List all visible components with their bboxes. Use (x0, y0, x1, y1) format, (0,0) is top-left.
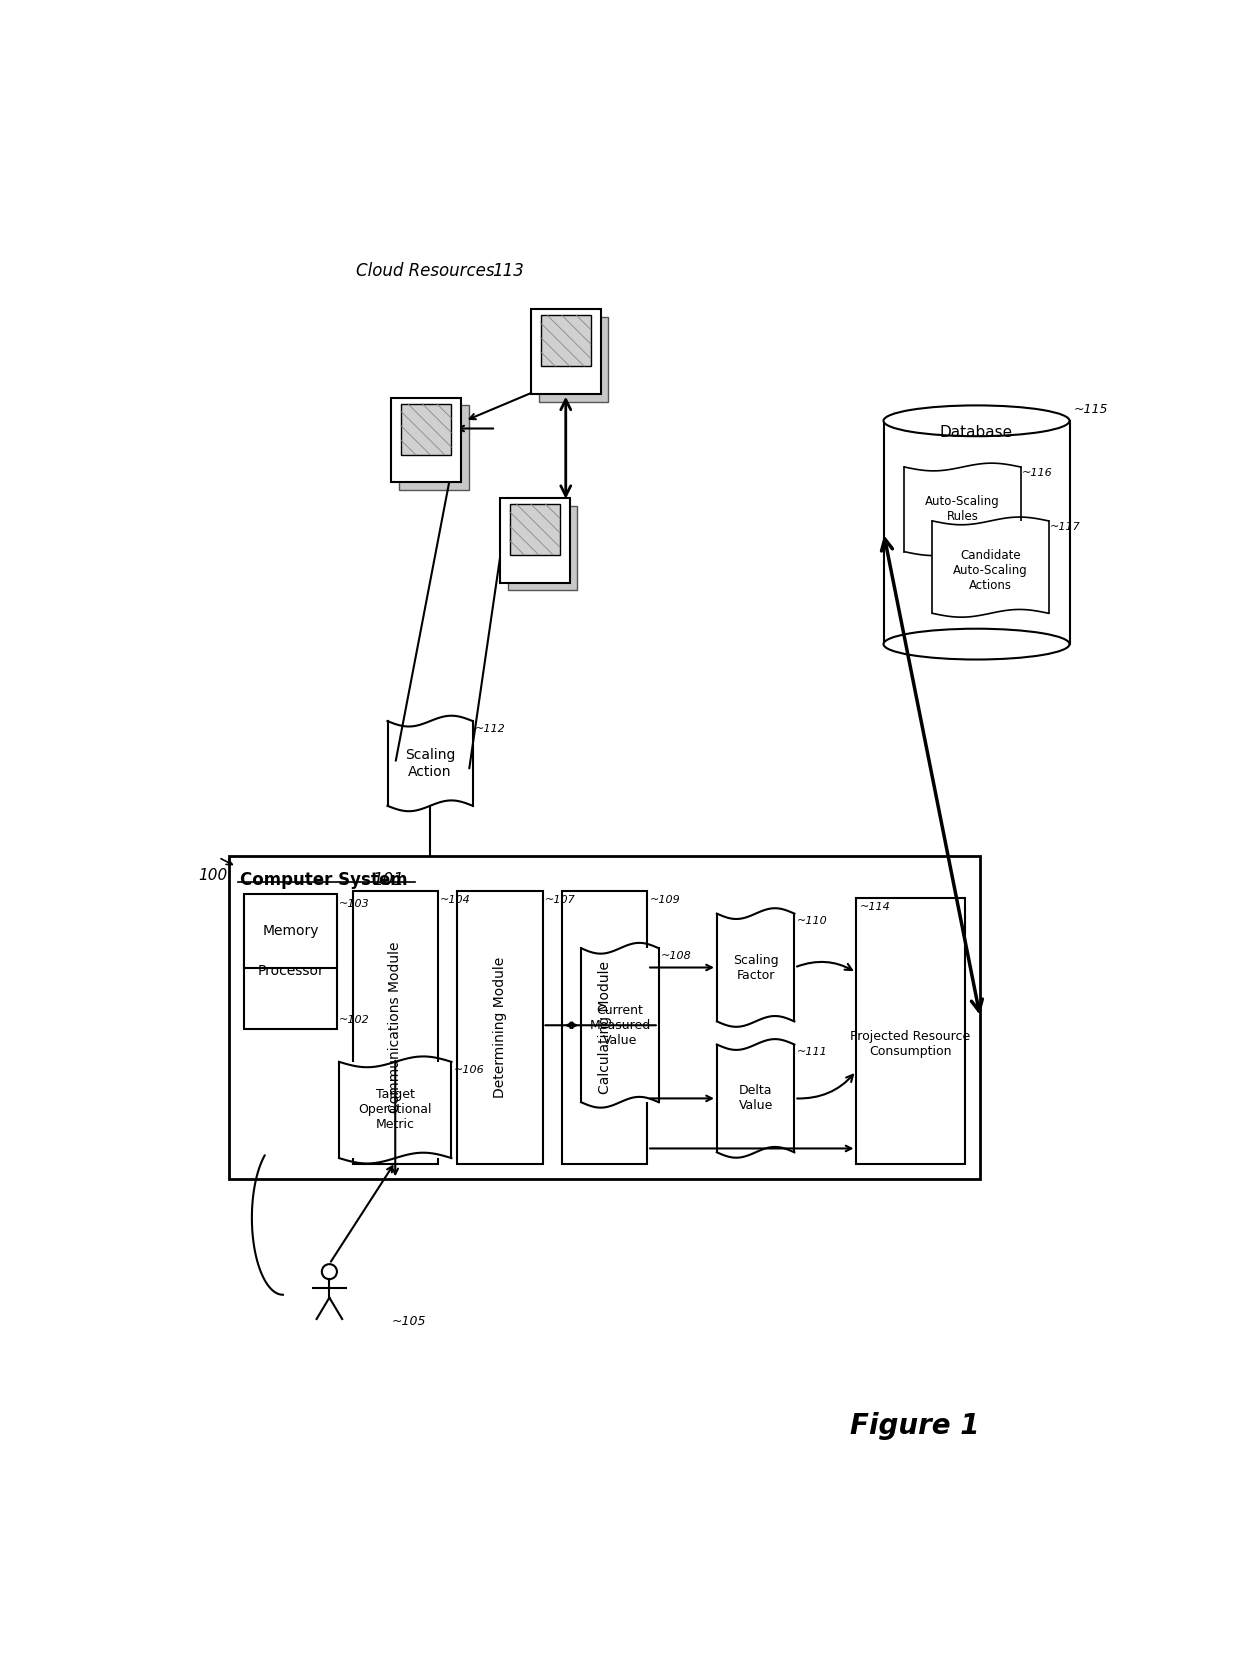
Bar (932, 520, 1049, 614)
Text: Auto-Scaling
Rules: Auto-Scaling Rules (925, 495, 999, 524)
Text: Scaling
Factor: Scaling Factor (733, 953, 779, 982)
Circle shape (322, 1264, 337, 1279)
Ellipse shape (883, 629, 1069, 659)
Text: ~109: ~109 (650, 894, 681, 904)
Bar (531, 309, 600, 394)
Text: ~104: ~104 (440, 894, 471, 904)
Ellipse shape (883, 406, 1069, 436)
Text: ~103: ~103 (339, 899, 370, 908)
Bar (883, 421, 1069, 644)
Text: Delta
Value: Delta Value (739, 1084, 773, 1113)
Text: ~115: ~115 (1074, 403, 1107, 416)
Text: ~105: ~105 (392, 1316, 425, 1329)
Bar (507, 505, 578, 591)
Text: ~114: ~114 (859, 903, 890, 913)
Text: Current
Measured
Value: Current Measured Value (589, 1003, 651, 1047)
Text: ~116: ~116 (1022, 468, 1053, 478)
Text: Computer System: Computer System (241, 871, 408, 889)
Text: Calculating Module: Calculating Module (598, 961, 611, 1094)
Text: Candidate
Auto-Scaling
Actions: Candidate Auto-Scaling Actions (954, 549, 1028, 592)
Bar (500, 498, 569, 582)
Bar (857, 898, 965, 1165)
Bar (904, 466, 1021, 552)
Text: ~112: ~112 (475, 723, 506, 733)
Text: Processor: Processor (257, 965, 324, 978)
Bar (402, 404, 451, 455)
Bar (582, 948, 658, 1102)
Bar (562, 891, 647, 1165)
Text: 101: 101 (372, 871, 404, 889)
Text: Determining Module: Determining Module (492, 956, 507, 1097)
Bar (352, 891, 438, 1165)
Text: Target
Operational
Metric: Target Operational Metric (358, 1089, 432, 1131)
Text: Communications Module: Communications Module (388, 941, 402, 1113)
Text: ~111: ~111 (797, 1047, 827, 1057)
Bar (717, 1044, 795, 1153)
Text: 113: 113 (492, 262, 525, 280)
Bar (244, 894, 337, 968)
FancyArrowPatch shape (221, 859, 232, 864)
Text: Figure 1: Figure 1 (849, 1411, 980, 1440)
Text: Projected Resource
Consumption: Projected Resource Consumption (851, 1030, 971, 1059)
Text: ~106: ~106 (454, 1064, 485, 1074)
Bar (392, 398, 461, 482)
Bar (387, 722, 472, 805)
Bar (541, 315, 591, 366)
Text: ~108: ~108 (661, 951, 692, 961)
Bar (339, 1062, 451, 1158)
Text: 100: 100 (198, 868, 228, 883)
Text: Cloud Resources: Cloud Resources (357, 262, 495, 280)
Text: ~107: ~107 (544, 894, 575, 904)
Bar (510, 503, 560, 555)
Text: ~102: ~102 (339, 1015, 370, 1025)
Bar (538, 317, 609, 401)
Bar (717, 913, 795, 1022)
Text: ~110: ~110 (797, 916, 827, 926)
Bar (399, 406, 469, 490)
Bar (244, 898, 337, 1029)
Text: ~117: ~117 (1050, 522, 1081, 532)
Text: Scaling
Action: Scaling Action (405, 748, 455, 779)
Text: Memory: Memory (263, 925, 319, 938)
Text: Database: Database (940, 425, 1013, 440)
Bar (228, 856, 981, 1180)
Bar (458, 891, 543, 1165)
